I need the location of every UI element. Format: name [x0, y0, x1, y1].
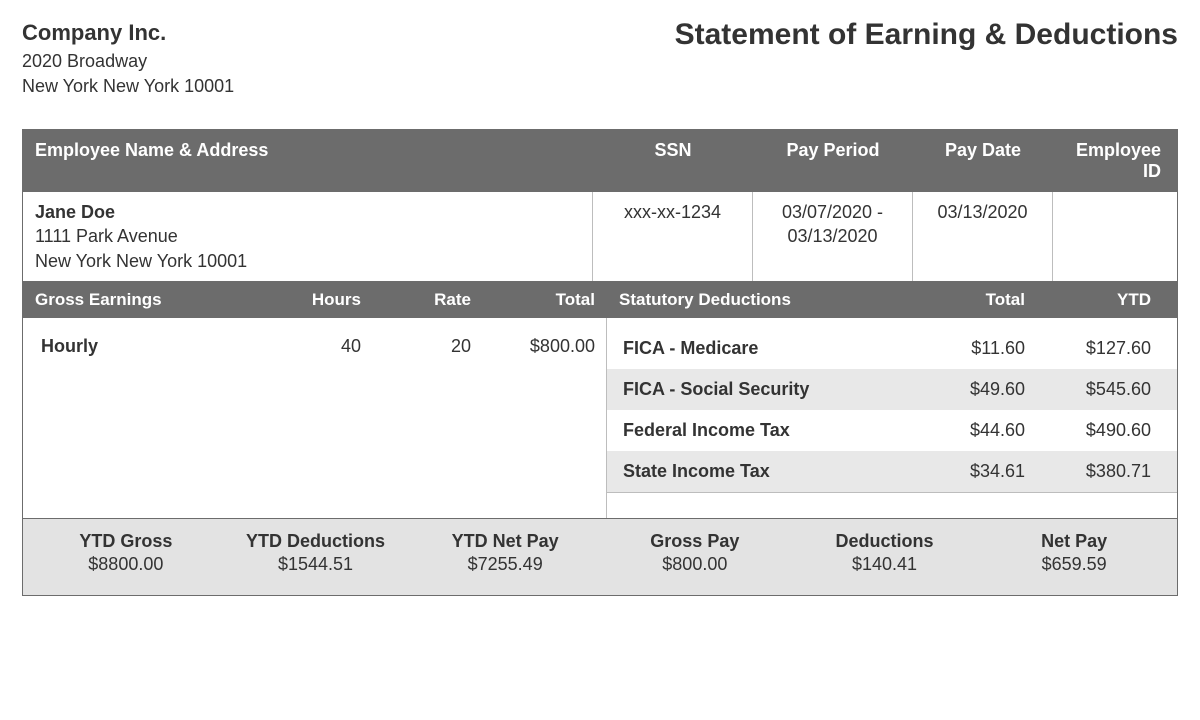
- deduction-row: Federal Income Tax $44.60 $490.60: [607, 410, 1177, 451]
- employee-header-row: Employee Name & Address SSN Pay Period P…: [23, 130, 1177, 192]
- deduction-row: FICA - Medicare $11.60 $127.60: [607, 328, 1177, 369]
- deduction-total: $44.60: [907, 410, 1037, 451]
- deduction-row: FICA - Social Security $49.60 $545.60: [607, 369, 1177, 410]
- summary-value: $7255.49: [410, 554, 600, 575]
- summary-label: YTD Gross: [31, 531, 221, 552]
- summary-net-pay: Net Pay $659.59: [979, 531, 1169, 575]
- deduction-ytd: $545.60: [1037, 369, 1177, 410]
- col-deductions-total: Total: [907, 282, 1037, 318]
- summary-value: $659.59: [979, 554, 1169, 575]
- summary-row: YTD Gross $8800.00 YTD Deductions $1544.…: [23, 518, 1177, 595]
- deduction-label: FICA - Social Security: [607, 369, 907, 410]
- page-header: Company Inc. 2020 Broadway New York New …: [22, 18, 1178, 99]
- summary-label: YTD Net Pay: [410, 531, 600, 552]
- company-block: Company Inc. 2020 Broadway New York New …: [22, 18, 234, 99]
- summary-ytd-deductions: YTD Deductions $1544.51: [221, 531, 411, 575]
- employee-name-address: Jane Doe 1111 Park Avenue New York New Y…: [23, 192, 593, 281]
- col-pay-period: Pay Period: [753, 130, 913, 192]
- document-title: Statement of Earning & Deductions: [675, 18, 1178, 52]
- deduction-label: Federal Income Tax: [607, 410, 907, 451]
- summary-label: Gross Pay: [600, 531, 790, 552]
- summary-label: Deductions: [790, 531, 980, 552]
- summary-label: YTD Deductions: [221, 531, 411, 552]
- summary-value: $140.41: [790, 554, 980, 575]
- earnings-row: Hourly 40 20 $800.00: [23, 328, 606, 365]
- col-pay-date: Pay Date: [913, 130, 1053, 192]
- col-gross-earnings: Gross Earnings: [23, 282, 263, 318]
- deduction-row: State Income Tax $34.61 $380.71: [607, 451, 1177, 492]
- employee-pay-period: 03/07/2020 - 03/13/2020: [753, 192, 913, 281]
- company-name: Company Inc.: [22, 18, 234, 49]
- summary-deductions: Deductions $140.41: [790, 531, 980, 575]
- summary-ytd-net-pay: YTD Net Pay $7255.49: [410, 531, 600, 575]
- summary-value: $1544.51: [221, 554, 411, 575]
- employee-city: New York New York 10001: [35, 249, 580, 273]
- employee-name: Jane Doe: [35, 200, 580, 224]
- col-ssn: SSN: [593, 130, 753, 192]
- earnings-left: Hourly 40 20 $800.00: [23, 318, 607, 518]
- company-city: New York New York 10001: [22, 74, 234, 99]
- earnings-rate: 20: [373, 328, 483, 365]
- summary-value: $800.00: [600, 554, 790, 575]
- deduction-total: $49.60: [907, 369, 1037, 410]
- earnings-header-row: Gross Earnings Hours Rate Total Statutor…: [23, 282, 1177, 318]
- deduction-total: $11.60: [907, 328, 1037, 369]
- employee-id: [1053, 192, 1177, 281]
- deduction-ytd: $380.71: [1037, 451, 1177, 492]
- summary-value: $8800.00: [31, 554, 221, 575]
- paystub-table: Employee Name & Address SSN Pay Period P…: [22, 129, 1178, 596]
- summary-ytd-gross: YTD Gross $8800.00: [31, 531, 221, 575]
- employee-ssn: xxx-xx-1234: [593, 192, 753, 281]
- employee-street: 1111 Park Avenue: [35, 224, 580, 248]
- earnings-total: $800.00: [483, 328, 607, 365]
- deduction-total: $34.61: [907, 451, 1037, 492]
- deduction-ytd: $127.60: [1037, 328, 1177, 369]
- earnings-hours: 40: [263, 328, 373, 365]
- col-employee-id: Employee ID: [1053, 130, 1177, 192]
- employee-body-row: Jane Doe 1111 Park Avenue New York New Y…: [23, 192, 1177, 282]
- col-ytd: YTD: [1037, 282, 1177, 318]
- company-street: 2020 Broadway: [22, 49, 234, 74]
- deduction-label: State Income Tax: [607, 451, 907, 492]
- col-rate: Rate: [373, 282, 483, 318]
- earnings-body: Hourly 40 20 $800.00 FICA - Medicare $11…: [23, 318, 1177, 518]
- summary-label: Net Pay: [979, 531, 1169, 552]
- summary-gross-pay: Gross Pay $800.00: [600, 531, 790, 575]
- deductions-right: FICA - Medicare $11.60 $127.60 FICA - So…: [607, 318, 1177, 518]
- earnings-label: Hourly: [23, 328, 263, 365]
- col-statutory-deductions: Statutory Deductions: [607, 282, 907, 318]
- col-earnings-total: Total: [483, 282, 607, 318]
- employee-pay-date: 03/13/2020: [913, 192, 1053, 281]
- deduction-label: FICA - Medicare: [607, 328, 907, 369]
- col-name-address: Employee Name & Address: [23, 130, 593, 192]
- deduction-ytd: $490.60: [1037, 410, 1177, 451]
- deduction-spacer: [607, 492, 1177, 516]
- col-hours: Hours: [263, 282, 373, 318]
